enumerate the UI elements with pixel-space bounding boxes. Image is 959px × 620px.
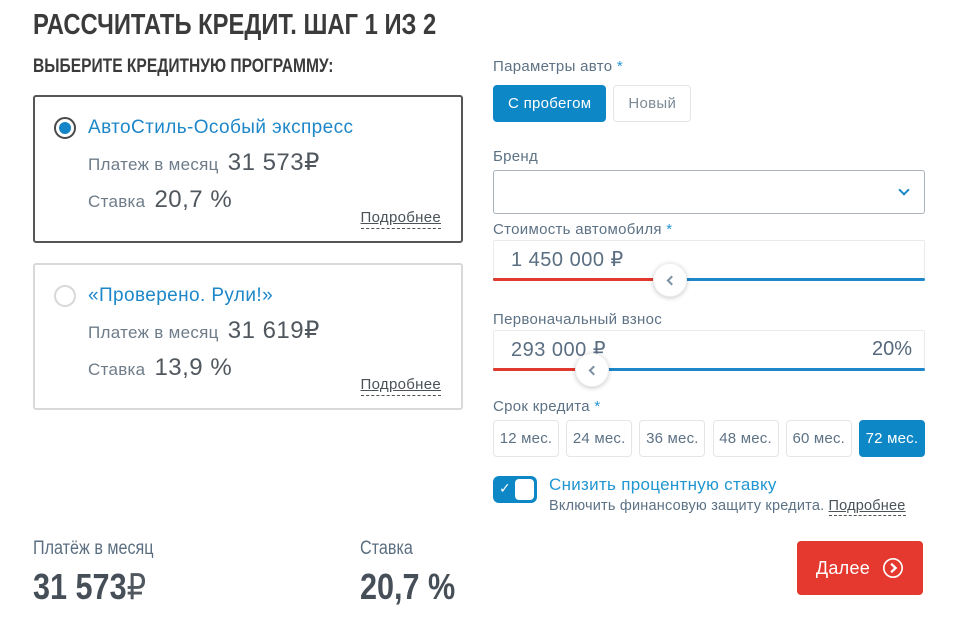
- required-asterisk: *: [616, 58, 623, 75]
- chevron-left-icon: [588, 365, 599, 376]
- car-price-field: [493, 240, 925, 297]
- payment-label: Платеж в месяц: [88, 323, 219, 342]
- summary-payment-number: 31 573: [33, 566, 127, 607]
- down-payment-slider-fill: [493, 368, 593, 371]
- calculator-form: Параметры авто * С пробегом Новый Бренд …: [493, 0, 925, 620]
- price-slider-fill: [493, 278, 671, 281]
- label-text: Срок кредита: [493, 398, 590, 415]
- summary-payment: Платёж в месяц 31 573₽: [33, 538, 175, 608]
- brand-label: Бренд: [493, 148, 539, 165]
- radio-selected-icon[interactable]: [54, 117, 76, 139]
- program-card-header: «Проверено. Рули!»: [54, 285, 441, 307]
- payment-value: 31 619: [227, 317, 305, 344]
- next-button[interactable]: Далее: [797, 541, 923, 595]
- option-new-button[interactable]: Новый: [613, 85, 692, 122]
- term-36-button[interactable]: 36 мес.: [639, 420, 706, 457]
- term-12-button[interactable]: 12 мес.: [493, 420, 559, 457]
- payment-row: Платеж в месяц 31 573 ₽: [88, 148, 441, 177]
- protection-note: Включить финансовую защиту кредита. Подр…: [549, 498, 906, 516]
- payment-row: Платеж в месяц 31 619 ₽: [88, 316, 441, 345]
- loan-term-label: Срок кредита *: [493, 398, 601, 415]
- protection-details-link[interactable]: Подробнее: [828, 498, 906, 516]
- program-card-provereno[interactable]: «Проверено. Рули!» Платеж в месяц 31 619…: [33, 263, 463, 410]
- summary-payment-label: Платёж в месяц: [33, 538, 154, 559]
- car-price-input[interactable]: [493, 240, 925, 278]
- currency-sign: ₽: [304, 317, 320, 344]
- program-card-header: АвтоСтиль-Особый экспресс: [54, 117, 441, 139]
- payment-value: 31 573: [227, 149, 305, 176]
- section-subtitle: ВЫБЕРИТЕ КРЕДИТНУЮ ПРОГРАММУ:: [33, 56, 334, 77]
- summary-rate-value: 20,7 %: [360, 566, 456, 607]
- rate-label: Ставка: [88, 192, 146, 211]
- brand-select[interactable]: [493, 170, 925, 214]
- details-link[interactable]: Подробнее: [360, 376, 441, 396]
- rate-row: Ставка 13,9 %: [88, 354, 441, 382]
- down-payment-slider-handle[interactable]: [575, 353, 610, 387]
- payment-label: Платеж в месяц: [88, 155, 219, 174]
- note-text: Включить финансовую защиту кредита.: [549, 498, 825, 514]
- arrow-right-circle-icon: [883, 558, 904, 578]
- rate-value: 20,7 %: [154, 186, 233, 213]
- down-payment-input[interactable]: [493, 330, 925, 368]
- rate-value: 13,9 %: [154, 354, 233, 381]
- required-asterisk: *: [666, 221, 673, 238]
- currency-sign: ₽: [304, 149, 320, 176]
- toggle-knob: [515, 479, 534, 500]
- protection-title[interactable]: Снизить процентную ставку: [549, 475, 777, 494]
- summary-rate-label: Ставка: [360, 538, 413, 559]
- rate-protection-row: ✓ Снизить процентную ставку Включить фин…: [493, 475, 906, 516]
- next-button-label: Далее: [815, 557, 871, 578]
- chevron-down-icon: [898, 184, 910, 196]
- checkmark-icon: ✓: [499, 480, 511, 496]
- program-card-autostyle[interactable]: АвтоСтиль-Особый экспресс Платеж в месяц…: [33, 95, 463, 243]
- radio-unselected-icon[interactable]: [54, 285, 76, 307]
- car-params-switch: С пробегом Новый: [493, 85, 692, 122]
- currency-sign: ₽: [126, 566, 147, 607]
- summary-payment-value: 31 573₽: [33, 566, 154, 608]
- program-title[interactable]: «Проверено. Рули!»: [88, 285, 274, 306]
- rate-label: Ставка: [88, 360, 146, 379]
- label-text: Параметры авто: [493, 58, 613, 75]
- protection-toggle[interactable]: ✓: [493, 476, 537, 503]
- term-24-button[interactable]: 24 мес.: [566, 420, 633, 457]
- down-payment-field: 20%: [493, 330, 925, 387]
- down-payment-slider-track[interactable]: [493, 368, 925, 371]
- term-48-button[interactable]: 48 мес.: [712, 420, 779, 457]
- chevron-left-icon: [666, 275, 677, 286]
- term-72-button[interactable]: 72 мес.: [858, 420, 925, 457]
- rate-row: Ставка 20,7 %: [88, 186, 441, 214]
- page-title: РАССЧИТАТЬ КРЕДИТ. ШАГ 1 ИЗ 2: [33, 9, 437, 41]
- down-payment-percent: 20%: [871, 338, 912, 360]
- protection-texts: Снизить процентную ставку Включить финан…: [549, 475, 906, 516]
- car-price-label: Стоимость автомобиля *: [493, 221, 672, 238]
- program-title[interactable]: АвтоСтиль-Особый экспресс: [88, 117, 354, 138]
- price-slider-handle[interactable]: [653, 263, 688, 297]
- car-params-label: Параметры авто *: [493, 58, 623, 75]
- price-slider-track[interactable]: [493, 278, 925, 281]
- loan-term-options: 12 мес. 24 мес. 36 мес. 48 мес. 60 мес. …: [493, 420, 925, 457]
- summary-rate: Ставка 20,7 %: [360, 538, 472, 608]
- details-link[interactable]: Подробнее: [360, 209, 441, 229]
- down-payment-label: Первоначальный взнос: [493, 311, 663, 328]
- option-used-button[interactable]: С пробегом: [493, 85, 607, 122]
- required-asterisk: *: [594, 398, 601, 415]
- label-text: Стоимость автомобиля: [493, 221, 662, 238]
- term-60-button[interactable]: 60 мес.: [785, 420, 852, 457]
